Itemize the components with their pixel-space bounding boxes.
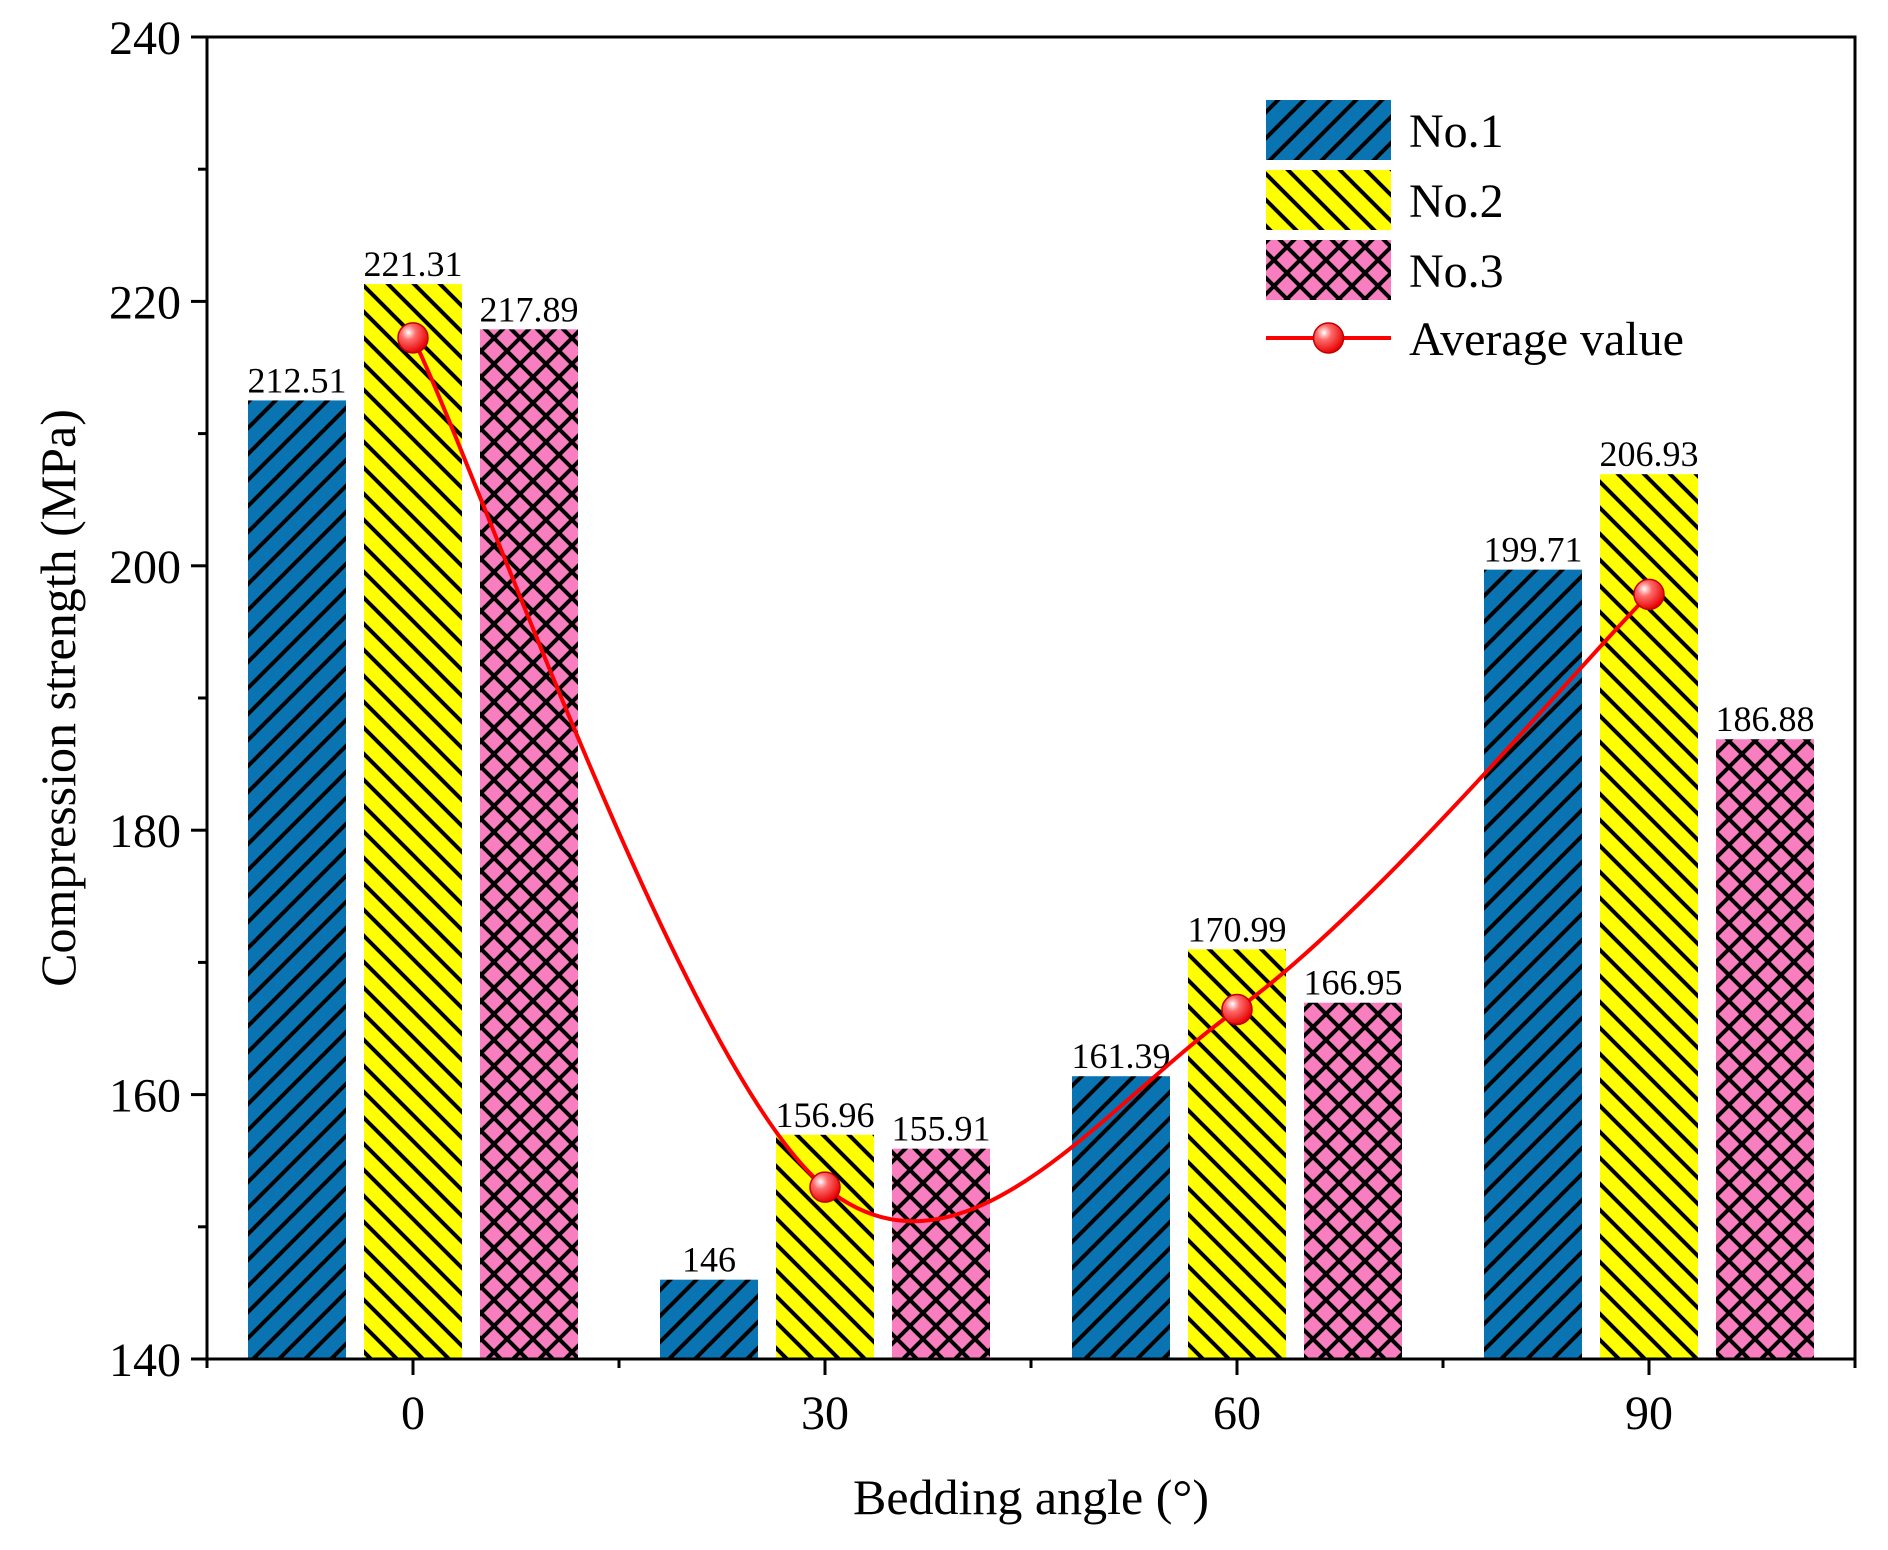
x-tick-label: 0 (401, 1387, 425, 1440)
bar-value-label: 166.95 (1304, 963, 1403, 1003)
bar-value-label: 206.93 (1600, 434, 1699, 474)
legend-label: No.3 (1409, 245, 1504, 298)
bar-value-label: 146 (682, 1240, 736, 1280)
average-value-point-30 (809, 1171, 841, 1203)
bar-no3-90 (1716, 739, 1814, 1359)
bar-no3-30 (892, 1148, 990, 1359)
bar-no1-90 (1484, 569, 1582, 1359)
bars-layer (248, 284, 1814, 1359)
y-tick-label: 220 (109, 276, 181, 329)
average-value-curve (411, 337, 1651, 1224)
bar-value-label: 186.88 (1716, 699, 1815, 739)
y-tick-label: 180 (109, 805, 181, 858)
bar-value-label: 217.89 (480, 289, 579, 329)
legend-swatch-no2 (1266, 170, 1391, 230)
y-tick-label: 240 (109, 12, 181, 65)
legend-label: No.1 (1409, 105, 1504, 158)
bar-value-label: 199.71 (1484, 530, 1583, 570)
legend-marker-average (1312, 322, 1345, 354)
x-tick-label: 60 (1213, 1387, 1261, 1440)
x-tick-label: 30 (801, 1387, 849, 1440)
legend-swatch-no1 (1266, 100, 1391, 160)
y-tick-label: 160 (109, 1070, 181, 1123)
y-axis-label: Compression strength (MPa) (30, 409, 86, 987)
y-axis: 140 160 180 200 220 240 (109, 12, 207, 1387)
bar-no2-30 (776, 1134, 874, 1359)
bar-no3-0 (480, 329, 578, 1359)
bar-no3-60 (1304, 1002, 1402, 1359)
average-value-point-90 (1633, 578, 1665, 611)
x-tick-label: 90 (1625, 1387, 1673, 1440)
legend: No.1 No.2 No.3 Average value (1266, 100, 1684, 366)
x-axis: 0 30 60 90 (205, 1359, 1857, 1440)
bar-value-label: 170.99 (1188, 909, 1287, 949)
bar-no1-60 (1072, 1076, 1170, 1359)
legend-swatch-no3 (1266, 240, 1391, 300)
legend-label: No.2 (1409, 175, 1504, 228)
legend-label: Average value (1409, 313, 1684, 366)
average-value-point-0 (397, 322, 429, 354)
bar-value-label: 155.91 (892, 1109, 991, 1149)
bar-value-label: 156.96 (776, 1095, 875, 1135)
y-tick-label: 200 (109, 541, 181, 594)
bar-no1-30 (660, 1279, 758, 1359)
average-line-layer (397, 322, 1665, 1224)
average-value-point-60 (1221, 993, 1253, 1026)
bar-no2-0 (364, 284, 462, 1359)
bar-no2-90 (1600, 474, 1698, 1359)
bar-no1-0 (248, 400, 346, 1359)
x-axis-label: Bedding angle (°) (853, 1469, 1209, 1525)
bar-value-label: 221.31 (364, 244, 463, 284)
bar-labels-layer: 212.51 146 161.39 199.71 221.31 156.96 170.99 2… (248, 244, 1815, 1280)
bar-value-label: 161.39 (1072, 1036, 1171, 1076)
y-tick-label: 140 (109, 1334, 181, 1387)
bar-value-label: 212.51 (248, 360, 347, 400)
